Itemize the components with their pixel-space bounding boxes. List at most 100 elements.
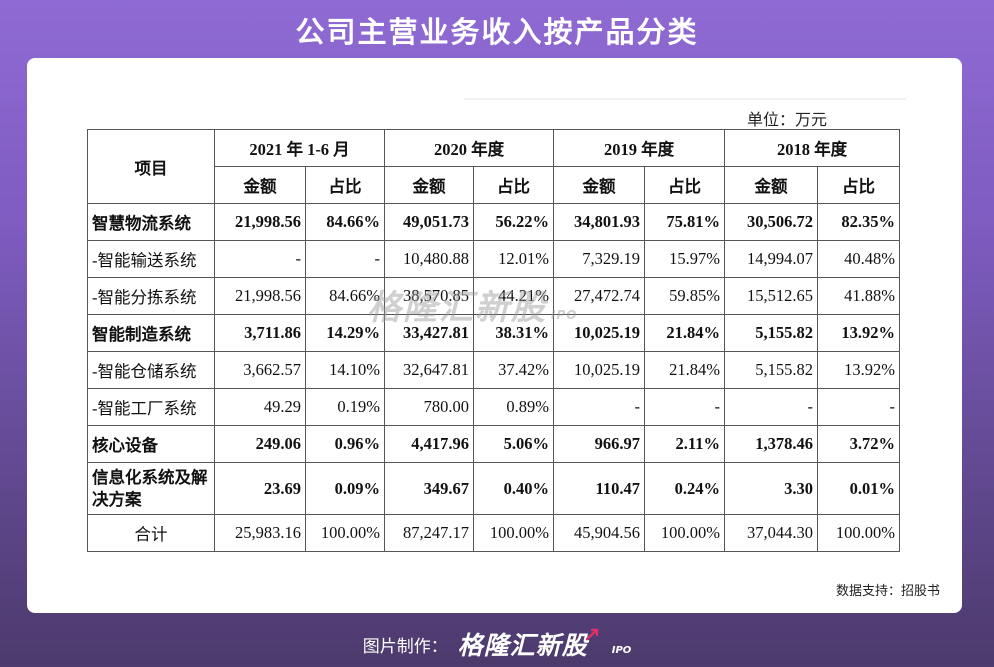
table-row: -智能工厂系统 49.29 0.19% 780.00 0.89% - - - -: [87, 388, 900, 426]
share-cell: 82.35%: [817, 203, 900, 241]
table-row: -智能输送系统 - -10,480.88 12.01% 7,329.19 15.97% 14…: [87, 240, 900, 278]
amount-cell: 21,998.56: [214, 277, 306, 315]
amount-cell: -: [214, 240, 306, 278]
revenue-table: 项目 2021 年 1-6 月 2020 年度 2019 年度 2018 年度 …: [87, 129, 900, 552]
row-label: -智能分拣系统: [87, 277, 215, 315]
header-period: 2021 年 1-6 月: [214, 129, 385, 167]
source-note: 数据支持：招股书: [835, 584, 940, 599]
amount-cell: 34,801.93: [553, 203, 645, 241]
share-cell: 14.29%: [305, 314, 385, 352]
header-item: 项目: [87, 129, 215, 204]
share-cell: -: [817, 388, 900, 426]
amount-cell: 3.30: [724, 462, 818, 515]
share-cell: -: [644, 388, 725, 426]
share-cell: 0.09%: [305, 462, 385, 515]
amount-cell: 27,472.74: [553, 277, 645, 315]
amount-cell: 349.67: [384, 462, 474, 515]
share-cell: 2.11%: [644, 425, 725, 463]
amount-cell: 49,051.73: [384, 203, 474, 241]
amount-cell: 110.47: [553, 462, 645, 515]
amount-cell: 4,417.96: [384, 425, 474, 463]
header-row-periods: 项目 2021 年 1-6 月 2020 年度 2019 年度 2018 年度: [87, 129, 900, 204]
share-cell: 5.06%: [473, 425, 554, 463]
share-cell: 38.31%: [473, 314, 554, 352]
amount-cell: -: [724, 388, 818, 426]
share-cell: 0.01%: [817, 462, 900, 515]
share-cell: 100.00%: [305, 514, 385, 552]
row-label: -智能工厂系统: [87, 388, 215, 426]
table-row: -智能分拣系统 21,998.56 84.66% 38,570.85 44.21% 27,…: [87, 277, 900, 315]
table-row: 核心设备 249.06 0.96% 4,417.96 5.06% 966.97 2.11% 1…: [87, 425, 900, 463]
share-cell: 12.01%: [473, 240, 554, 278]
row-label: 智慧物流系统: [87, 203, 215, 241]
amount-cell: 1,378.46: [724, 425, 818, 463]
amount-cell: 37,044.30: [724, 514, 818, 552]
table-card: 单位：万元 项目 2021 年 1-6 月 2020 年度 2019 年度 20…: [27, 58, 962, 613]
amount-cell: 23.69: [214, 462, 306, 515]
share-cell: 44.21%: [473, 277, 554, 315]
amount-cell: 49.29: [214, 388, 306, 426]
share-cell: 21.84%: [644, 351, 725, 389]
header-amount: 金额: [214, 166, 306, 204]
header-amount: 金额: [384, 166, 474, 204]
brand-ipo: IPO: [611, 645, 632, 656]
row-label: 核心设备: [87, 425, 215, 463]
header-period: 2018 年度: [724, 129, 900, 167]
amount-cell: 10,025.19: [553, 314, 645, 352]
amount-cell: 249.06: [214, 425, 306, 463]
unit-label: 单位：万元: [747, 112, 828, 129]
share-cell: 3.72%: [817, 425, 900, 463]
amount-cell: 3,711.86: [214, 314, 306, 352]
share-cell: 40.48%: [817, 240, 900, 278]
share-cell: 84.66%: [305, 277, 385, 315]
amount-cell: 10,480.88: [384, 240, 474, 278]
share-cell: 100.00%: [473, 514, 554, 552]
amount-cell: 32,647.81: [384, 351, 474, 389]
amount-cell: 38,570.85: [384, 277, 474, 315]
row-label: -智能仓储系统: [87, 351, 215, 389]
total-label: 合计: [87, 514, 215, 552]
share-cell: 100.00%: [817, 514, 900, 552]
header-amount: 金额: [553, 166, 645, 204]
amount-cell: -: [553, 388, 645, 426]
amount-cell: 5,155.82: [724, 314, 818, 352]
header-share: 占比: [473, 166, 554, 204]
amount-cell: 30,506.72: [724, 203, 818, 241]
amount-cell: 45,904.56: [553, 514, 645, 552]
brand-logo-text: 格隆汇新股: [457, 631, 588, 660]
header-period: 2020 年度: [384, 129, 554, 167]
share-cell: 0.24%: [644, 462, 725, 515]
share-cell: 15.97%: [644, 240, 725, 278]
header-period: 2019 年度: [553, 129, 725, 167]
share-cell: 56.22%: [473, 203, 554, 241]
share-cell: 13.92%: [817, 314, 900, 352]
table-row: 合计 25,983.16 100.00% 87,247.17 100.00% 45,904…: [87, 514, 900, 552]
amount-cell: 21,998.56: [214, 203, 306, 241]
arrow-icon: [585, 628, 598, 640]
header-share: 占比: [644, 166, 725, 204]
header-row-subheaders: 金额 占比 金额 占比 金额 占比 金额 占比: [88, 166, 900, 204]
share-cell: -: [305, 240, 385, 278]
share-cell: 100.00%: [644, 514, 725, 552]
share-cell: 0.40%: [473, 462, 554, 515]
divider: [464, 98, 906, 100]
amount-cell: 780.00: [384, 388, 474, 426]
amount-cell: 966.97: [553, 425, 645, 463]
share-cell: 75.81%: [644, 203, 725, 241]
share-cell: 84.66%: [305, 203, 385, 241]
amount-cell: 15,512.65: [724, 277, 818, 315]
table-row: 智能制造系统 3,711.86 14.29% 33,427.81 38.31% 10,02…: [87, 314, 900, 352]
share-cell: 0.96%: [305, 425, 385, 463]
header-share: 占比: [817, 166, 900, 204]
amount-cell: 87,247.17: [384, 514, 474, 552]
share-cell: 21.84%: [644, 314, 725, 352]
share-cell: 59.85%: [644, 277, 725, 315]
row-label: 智能制造系统: [87, 314, 215, 352]
header-amount: 金额: [724, 166, 818, 204]
share-cell: 37.42%: [473, 351, 554, 389]
amount-cell: 14,994.07: [724, 240, 818, 278]
table-row: -智能仓储系统 3,662.57 14.10% 32,647.81 37.42% 10,0…: [87, 351, 900, 389]
share-cell: 0.89%: [473, 388, 554, 426]
amount-cell: 7,329.19: [553, 240, 645, 278]
share-cell: 14.10%: [305, 351, 385, 389]
